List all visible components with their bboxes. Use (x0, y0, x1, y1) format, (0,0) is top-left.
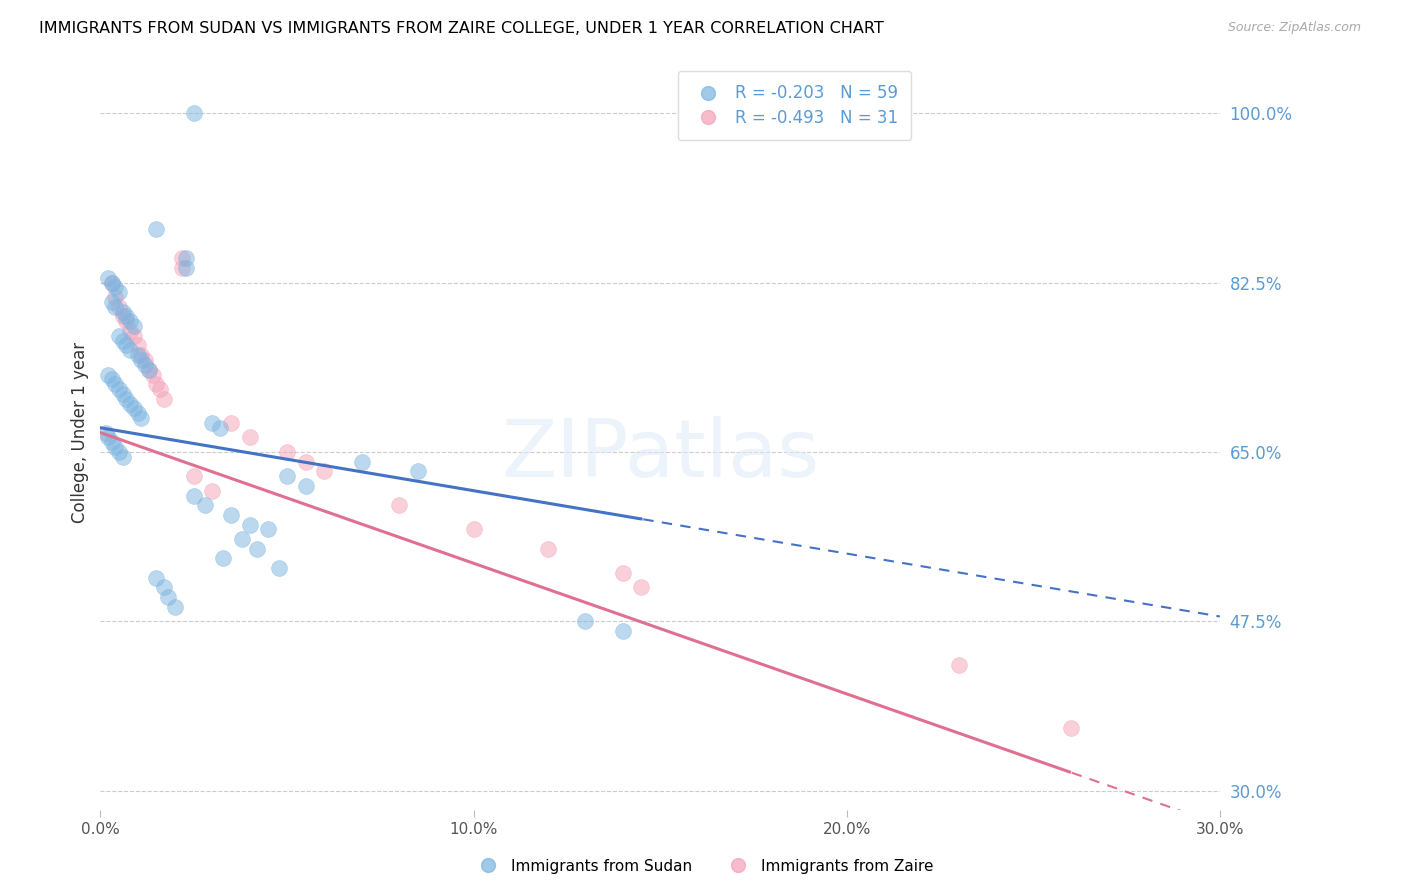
Point (406, 464, 429, 478)
Point (294, 455, 316, 469)
Point (239, 517, 262, 532)
Point (131, 353, 153, 368)
Point (231, 532, 253, 546)
Point (134, 353, 156, 368)
Point (314, 464, 336, 478)
Point (145, 571, 167, 585)
Point (183, 106, 205, 120)
Point (201, 416, 224, 430)
Point (108, 382, 131, 396)
Point (174, 261, 197, 276)
Point (115, 310, 138, 324)
Point (388, 498, 411, 512)
Point (122, 328, 145, 343)
Point (127, 338, 149, 352)
Point (111, 310, 134, 324)
Point (100, 276, 122, 290)
Point (100, 435, 122, 450)
Point (463, 522, 485, 536)
Point (948, 657, 970, 672)
Point (120, 396, 142, 410)
Point (630, 581, 652, 595)
Point (172, 252, 194, 266)
Point (100, 372, 122, 386)
Point (131, 348, 153, 362)
Point (122, 319, 145, 334)
Text: Source: ZipAtlas.com: Source: ZipAtlas.com (1227, 21, 1361, 34)
Point (219, 508, 242, 522)
Point (257, 522, 280, 536)
Legend: Immigrants from Sudan, Immigrants from Zaire: Immigrants from Sudan, Immigrants from Z… (467, 853, 939, 880)
Point (145, 222, 167, 236)
Point (94, 425, 117, 440)
Point (276, 445, 298, 459)
Point (104, 440, 127, 454)
Point (122, 401, 145, 416)
Point (100, 276, 122, 290)
Point (294, 479, 316, 493)
Point (574, 615, 596, 629)
Point (97, 430, 120, 444)
Point (142, 368, 165, 382)
Point (152, 392, 174, 406)
Point (269, 561, 291, 575)
Point (612, 624, 634, 638)
Point (111, 334, 134, 348)
Point (108, 300, 131, 314)
Point (201, 483, 224, 498)
Point (156, 590, 179, 604)
Point (134, 358, 156, 372)
Point (115, 392, 138, 406)
Point (276, 469, 298, 483)
Point (115, 338, 138, 352)
Point (183, 469, 205, 483)
Text: ZIPatlas: ZIPatlas (501, 417, 820, 494)
Point (104, 300, 127, 314)
Point (108, 445, 131, 459)
Point (111, 387, 134, 401)
Point (350, 455, 373, 469)
Point (152, 581, 174, 595)
Point (174, 252, 197, 266)
Legend: R = -0.203   N = 59, R = -0.493   N = 31: R = -0.203 N = 59, R = -0.493 N = 31 (678, 71, 911, 140)
Point (104, 377, 127, 392)
Point (219, 416, 242, 430)
Point (208, 421, 231, 435)
Point (115, 314, 138, 328)
Point (163, 599, 186, 614)
Point (111, 304, 134, 318)
Point (108, 285, 131, 300)
Point (138, 362, 160, 376)
Point (612, 566, 634, 580)
Point (1059, 721, 1081, 735)
Point (120, 314, 142, 328)
Point (172, 261, 194, 276)
Point (131, 411, 153, 425)
Point (97, 270, 120, 285)
Y-axis label: College, Under 1 year: College, Under 1 year (72, 342, 89, 524)
Point (127, 406, 149, 420)
Point (127, 348, 149, 362)
Point (97, 368, 120, 382)
Point (246, 541, 269, 556)
Point (212, 551, 235, 566)
Point (104, 280, 127, 294)
Point (108, 328, 131, 343)
Point (194, 498, 217, 512)
Point (100, 294, 122, 309)
Point (120, 324, 142, 338)
Point (145, 377, 167, 392)
Point (104, 290, 127, 304)
Point (183, 489, 205, 503)
Point (120, 343, 142, 358)
Point (149, 382, 172, 396)
Point (239, 430, 262, 444)
Point (138, 362, 160, 376)
Text: IMMIGRANTS FROM SUDAN VS IMMIGRANTS FROM ZAIRE COLLEGE, UNDER 1 YEAR CORRELATION: IMMIGRANTS FROM SUDAN VS IMMIGRANTS FROM… (39, 21, 884, 36)
Point (537, 541, 560, 556)
Point (111, 450, 134, 464)
